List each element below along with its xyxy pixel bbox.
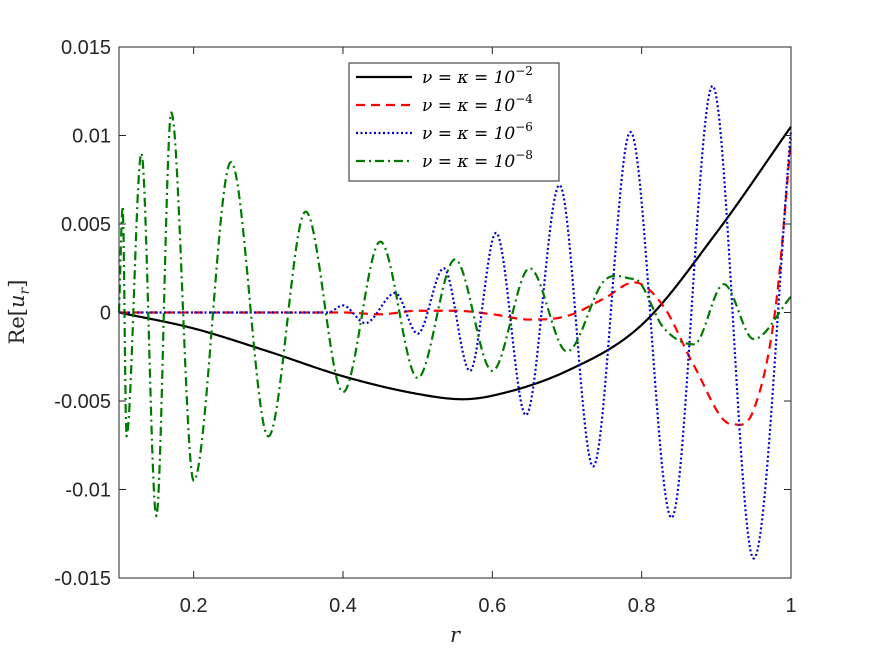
x-tick-label: 0.8	[628, 595, 656, 617]
y-tick-label: -0.01	[65, 480, 111, 502]
legend: ν = κ = 10−2ν = κ = 10−4ν = κ = 10−6ν = …	[348, 62, 560, 182]
x-tick-label: 0.4	[329, 595, 357, 617]
y-tick-label: 0.015	[61, 37, 111, 59]
tick-layer: 0.2 0.4 0.6 0.8 1 0.015 0.01 0.005 0 -0.005 -0.01 -…	[54, 37, 796, 617]
y-tick-label: 0.01	[72, 126, 111, 148]
series-line-4	[117, 111, 792, 518]
legend-label-4: ν = κ = 10−8	[422, 148, 533, 172]
legend-label-base: ν = κ = 10	[422, 68, 515, 88]
legend-label-1: ν = κ = 10−2	[422, 64, 533, 88]
legend-label-base: ν = κ = 10	[422, 124, 515, 144]
legend-label-exponent: −4	[515, 92, 533, 106]
legend-label-base: ν = κ = 10	[422, 96, 515, 116]
legend-label-3: ν = κ = 10−6	[422, 120, 533, 144]
series-line-1	[118, 126, 792, 401]
y-axis-label-var: u	[5, 294, 29, 308]
series-line-3	[118, 84, 793, 560]
series-layer	[117, 84, 793, 560]
y-tick-label: -0.005	[54, 391, 111, 413]
y-tick-label: 0.005	[61, 214, 111, 236]
y-tick-label: -0.015	[54, 568, 111, 590]
y-axis-label: Re[ur]	[5, 280, 33, 345]
y-axis-label-suffix: ]	[5, 280, 29, 288]
legend-label-exponent: −6	[515, 120, 533, 134]
y-axis-label-prefix: Re[	[5, 308, 29, 344]
legend-label-base: ν = κ = 10	[422, 152, 515, 172]
y-axis-label-sub: r	[17, 286, 33, 294]
x-axis-label: r	[450, 623, 462, 647]
x-tick-label: 0.6	[478, 595, 506, 617]
legend-label-exponent: −2	[515, 64, 533, 78]
y-tick-label: 0	[100, 303, 111, 325]
x-tick-label: 0.2	[180, 595, 208, 617]
series-line-2	[118, 138, 793, 426]
x-tick-label: 1	[785, 595, 796, 617]
legend-label-exponent: −8	[515, 148, 533, 162]
legend-label-2: ν = κ = 10−4	[422, 92, 533, 116]
